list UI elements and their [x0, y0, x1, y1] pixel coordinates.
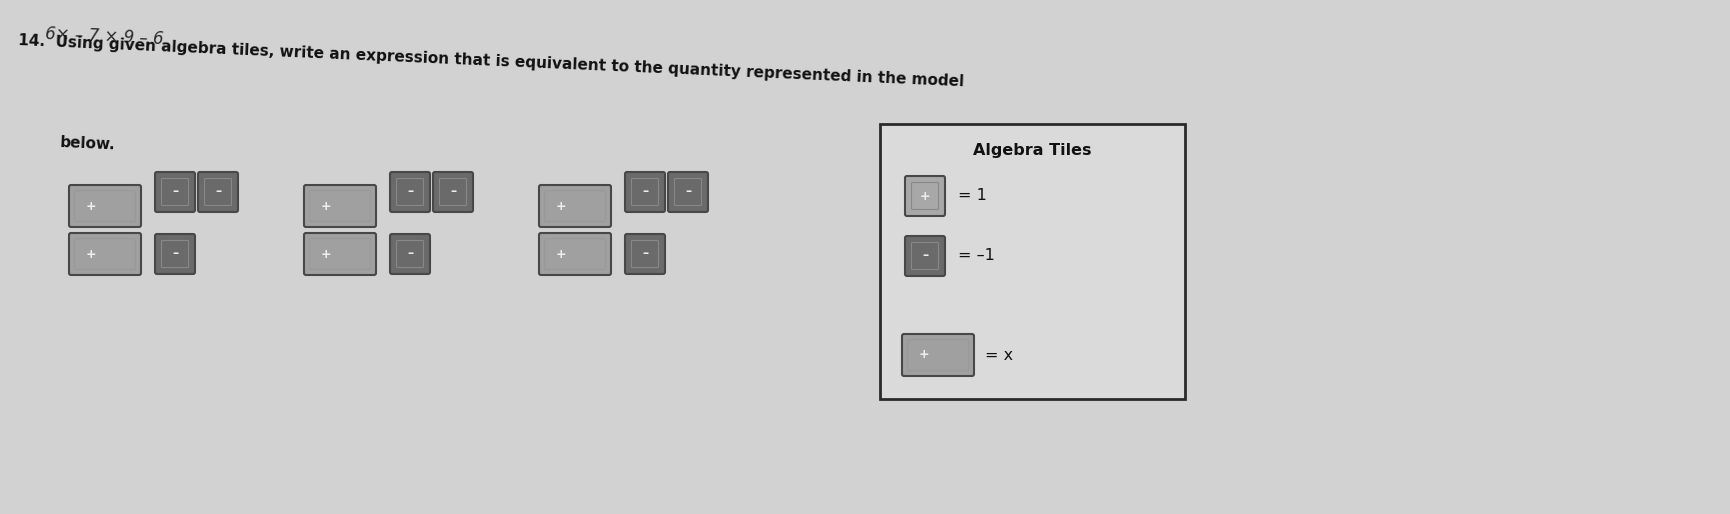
FancyBboxPatch shape [668, 172, 708, 212]
Text: 6× – 7 × 9 – 6: 6× – 7 × 9 – 6 [45, 25, 164, 48]
Text: +: + [555, 199, 566, 212]
Text: +: + [320, 248, 332, 261]
FancyBboxPatch shape [905, 236, 945, 276]
FancyBboxPatch shape [625, 234, 664, 274]
FancyBboxPatch shape [905, 176, 945, 216]
Text: Algebra Tiles: Algebra Tiles [972, 143, 1092, 158]
Text: –: – [171, 186, 178, 198]
FancyBboxPatch shape [156, 234, 195, 274]
Text: +: + [919, 190, 929, 203]
Text: +: + [555, 248, 566, 261]
FancyBboxPatch shape [156, 172, 195, 212]
Text: +: + [86, 199, 97, 212]
Text: +: + [320, 199, 332, 212]
FancyBboxPatch shape [879, 124, 1185, 399]
Text: = 1: = 1 [957, 189, 986, 204]
Text: +: + [919, 348, 929, 361]
Text: = –1: = –1 [957, 248, 995, 264]
Text: –: – [450, 186, 455, 198]
Text: –: – [215, 186, 221, 198]
FancyBboxPatch shape [389, 234, 429, 274]
Text: –: – [922, 249, 927, 263]
Text: –: – [407, 186, 413, 198]
FancyBboxPatch shape [432, 172, 472, 212]
Text: –: – [685, 186, 690, 198]
Text: 14.  Using given algebra tiles, write an expression that is equivalent to the qu: 14. Using given algebra tiles, write an … [17, 33, 964, 89]
Text: –: – [642, 186, 647, 198]
FancyBboxPatch shape [304, 185, 375, 227]
FancyBboxPatch shape [538, 233, 611, 275]
FancyBboxPatch shape [304, 233, 375, 275]
FancyBboxPatch shape [901, 334, 974, 376]
Text: below.: below. [61, 135, 116, 152]
FancyBboxPatch shape [625, 172, 664, 212]
Text: –: – [642, 248, 647, 261]
Text: = x: = x [984, 347, 1012, 362]
FancyBboxPatch shape [389, 172, 429, 212]
Text: –: – [171, 248, 178, 261]
FancyBboxPatch shape [69, 185, 140, 227]
FancyBboxPatch shape [69, 233, 140, 275]
Text: –: – [407, 248, 413, 261]
Text: +: + [86, 248, 97, 261]
FancyBboxPatch shape [538, 185, 611, 227]
FancyBboxPatch shape [197, 172, 237, 212]
